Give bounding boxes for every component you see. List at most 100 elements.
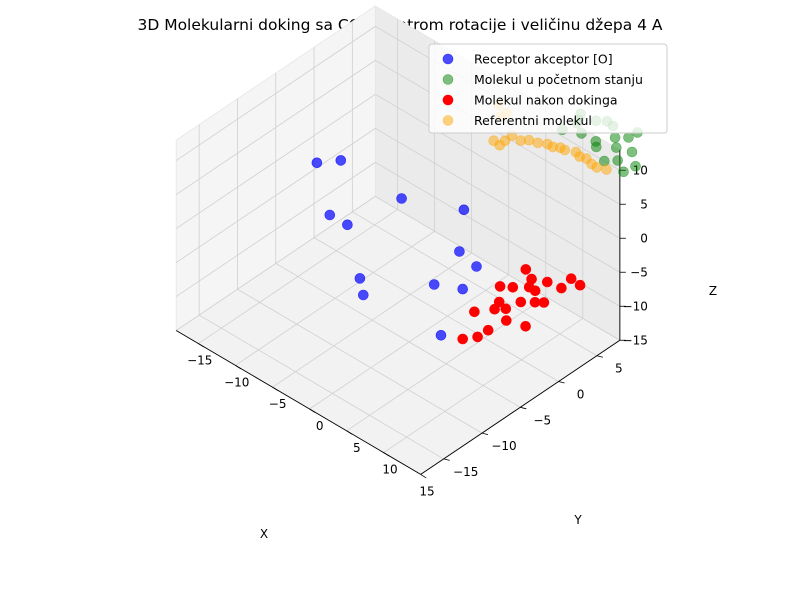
y-tick-label: −10 [491, 439, 516, 453]
legend-label: Molekul u početnom stanju [474, 72, 643, 87]
x-axis-line [175, 330, 421, 475]
scatter-point [482, 324, 494, 336]
grid-line-z [175, 94, 376, 229]
legend-marker [442, 74, 454, 85]
grid-lines [175, 19, 621, 475]
scatter-point [601, 164, 612, 175]
scatter-point [454, 246, 465, 257]
y-tick-mark [596, 355, 603, 358]
legend: Receptor akceptor [O] Molekul u početnom … [428, 43, 668, 134]
grid-line-y [198, 314, 444, 460]
scatter-point [529, 296, 541, 308]
z-tick-label: 5 [640, 198, 648, 212]
grid-line-z [175, 128, 376, 263]
grid-line-y [313, 237, 559, 382]
scatter-point [472, 331, 483, 343]
series-1 [311, 155, 482, 341]
scatter-point [488, 135, 500, 146]
scatter-point [354, 273, 366, 284]
scatter-point [538, 297, 550, 308]
x-tick-label: 10 [382, 463, 397, 477]
legend-box [428, 43, 668, 134]
scatter-point [556, 282, 567, 294]
scatter-point [469, 306, 480, 318]
grid-line-z [375, 94, 621, 239]
legend-marker [442, 94, 454, 106]
scatter-point [335, 155, 347, 166]
scatter-point [311, 157, 323, 169]
scatter-point [618, 166, 629, 178]
scatter-point [541, 276, 553, 288]
z-axis-label: Z [709, 284, 717, 298]
scatter-point [428, 279, 440, 290]
scatter-point [507, 281, 519, 293]
scatter-point [590, 141, 602, 153]
scatter-point [457, 283, 469, 295]
grid-line-y [237, 288, 483, 434]
y-tick-mark [443, 458, 450, 461]
y-tick-mark [481, 432, 489, 436]
scatter-point [623, 132, 634, 143]
scatter-point [526, 273, 537, 285]
z-tick-label: 0 [640, 232, 648, 246]
series-3 [457, 264, 586, 345]
scatter-point [494, 281, 506, 292]
x-tick-mark [420, 474, 427, 479]
legend-marker [442, 115, 454, 126]
x-tick-mark [198, 343, 205, 348]
scatter-point [457, 333, 469, 345]
y-tick-label: 0 [577, 388, 585, 402]
scatter-point [609, 132, 621, 143]
x-tick-label: 15 [419, 484, 434, 498]
scatter-point [324, 209, 336, 221]
legend-label: Receptor akceptor [O] [474, 52, 613, 67]
z-tick-label: −10 [623, 300, 648, 314]
scatter-point [500, 303, 512, 315]
scatter-point [520, 264, 532, 275]
scatter-point [520, 320, 531, 332]
scatter-point [610, 142, 622, 153]
scatter-point [532, 137, 544, 149]
scatter-point [500, 315, 512, 326]
y-tick-mark [520, 406, 527, 410]
scatter-point [471, 261, 482, 272]
grid-line-z [375, 128, 621, 273]
scatter-point [574, 279, 586, 291]
grid-line-z [175, 162, 376, 297]
grid-line-z [175, 196, 376, 331]
x-tick-label: 0 [316, 419, 324, 433]
scatter-point [493, 296, 505, 308]
scatter-point [357, 289, 369, 301]
x-tick-mark [235, 365, 242, 370]
legend-marker [442, 53, 454, 65]
scatter-point [559, 144, 571, 156]
scatter-point [515, 296, 527, 308]
grid-line-z [375, 196, 621, 341]
grid-line-z [175, 26, 376, 161]
x-tick-mark [346, 430, 353, 435]
grid-line-y [352, 211, 598, 357]
z-tick-label: −15 [623, 334, 648, 348]
x-tick-label: 5 [353, 441, 361, 455]
scatter-point [630, 161, 641, 172]
scatter-point [435, 329, 447, 341]
scatter-point [626, 146, 638, 158]
x-tick-mark [383, 452, 390, 457]
y-tick-mark [558, 381, 565, 384]
x-tick-label: −15 [187, 354, 212, 368]
x-tick-label: −10 [224, 375, 249, 389]
scatter-point [591, 162, 603, 173]
scatter-point [396, 193, 407, 204]
grid-line-y [275, 263, 521, 408]
legend-label: Molekul nakon dokinga [474, 93, 618, 108]
scatter-point [612, 155, 624, 166]
grid-line-z [175, 60, 376, 195]
y-tick-label: −15 [453, 465, 478, 479]
scatter-point [565, 273, 577, 285]
x-tick-label: −5 [269, 397, 287, 411]
scatter-point [458, 204, 470, 216]
x-tick-mark [272, 386, 279, 392]
scatter-point [342, 219, 353, 231]
